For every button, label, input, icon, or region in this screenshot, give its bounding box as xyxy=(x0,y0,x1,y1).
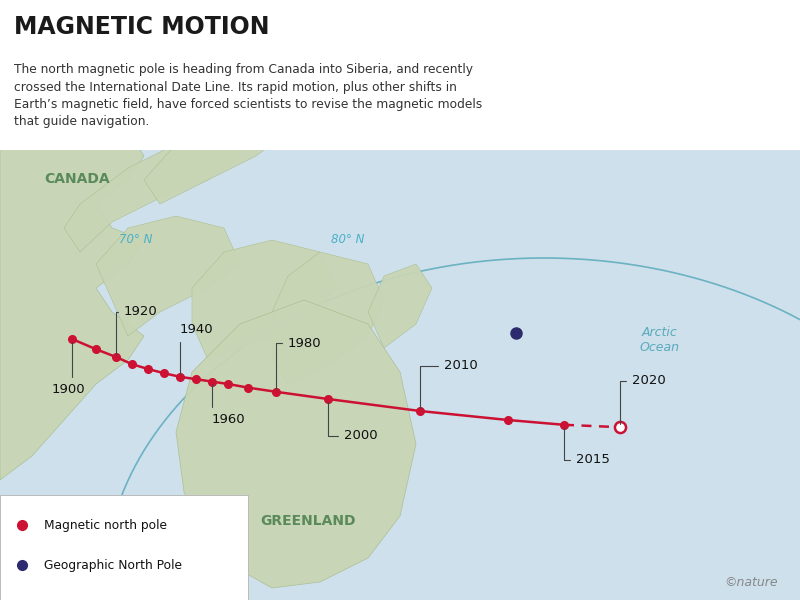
Polygon shape xyxy=(272,72,400,144)
Polygon shape xyxy=(144,96,304,204)
Text: 2010: 2010 xyxy=(420,359,478,408)
Text: 2020: 2020 xyxy=(620,374,666,424)
Text: CANADA: CANADA xyxy=(44,172,110,186)
Text: 70° N: 70° N xyxy=(119,233,153,246)
Polygon shape xyxy=(64,132,240,252)
Polygon shape xyxy=(192,240,336,360)
Text: 1940: 1940 xyxy=(180,323,214,374)
Text: 1980: 1980 xyxy=(276,337,322,389)
Polygon shape xyxy=(368,264,432,348)
Bar xyxy=(0,0,800,150)
Text: GREENLAND: GREENLAND xyxy=(260,514,356,528)
Text: MAGNETIC MOTION: MAGNETIC MOTION xyxy=(14,15,270,39)
Polygon shape xyxy=(0,96,144,480)
Text: 1960: 1960 xyxy=(212,385,246,426)
Text: 1920: 1920 xyxy=(116,305,158,354)
Text: 2015: 2015 xyxy=(564,428,610,466)
Text: ©nature: ©nature xyxy=(724,576,778,589)
Text: Geographic North Pole: Geographic North Pole xyxy=(44,559,182,572)
Text: The north magnetic pole is heading from Canada into Siberia, and recently
crosse: The north magnetic pole is heading from … xyxy=(14,63,482,128)
Polygon shape xyxy=(176,300,416,588)
Polygon shape xyxy=(96,216,240,336)
Polygon shape xyxy=(272,252,384,384)
Bar xyxy=(0,495,248,600)
Text: 80° N: 80° N xyxy=(331,233,365,246)
Text: Magnetic north pole: Magnetic north pole xyxy=(44,518,167,532)
Text: 1900: 1900 xyxy=(52,342,86,396)
Text: 2000: 2000 xyxy=(328,402,378,442)
Text: Arctic
Ocean: Arctic Ocean xyxy=(640,326,680,354)
